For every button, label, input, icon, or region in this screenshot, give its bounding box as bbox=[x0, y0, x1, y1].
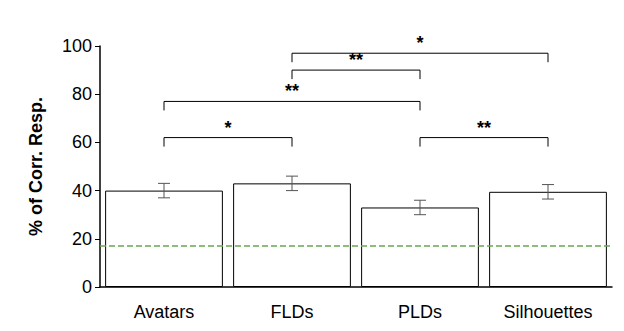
svg-text:20: 20 bbox=[72, 229, 92, 249]
svg-text:80: 80 bbox=[72, 84, 92, 104]
svg-text:Avatars: Avatars bbox=[134, 302, 195, 322]
svg-text:**: ** bbox=[285, 81, 299, 101]
svg-text:FLDs: FLDs bbox=[270, 302, 313, 322]
svg-text:100: 100 bbox=[62, 36, 92, 56]
svg-text:% of Corr. Resp.: % of Corr. Resp. bbox=[26, 97, 46, 236]
svg-text:40: 40 bbox=[72, 181, 92, 201]
svg-text:0: 0 bbox=[82, 277, 92, 297]
svg-text:*: * bbox=[416, 33, 423, 53]
svg-text:**: ** bbox=[477, 118, 491, 138]
svg-text:Silhouettes: Silhouettes bbox=[503, 302, 592, 322]
svg-text:PLDs: PLDs bbox=[398, 302, 442, 322]
svg-text:*: * bbox=[224, 118, 231, 138]
svg-text:60: 60 bbox=[72, 132, 92, 152]
